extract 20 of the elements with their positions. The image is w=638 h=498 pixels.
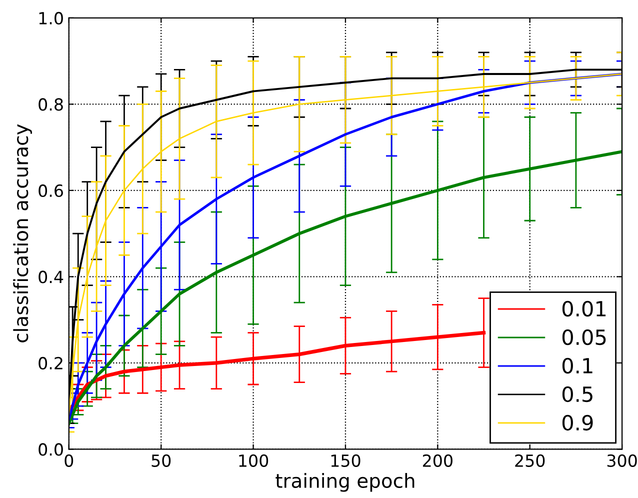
x-tick-label: 50 [152, 454, 171, 467]
y-tick-label: 0.6 [38, 184, 63, 198]
y-tick-label: 0.4 [38, 270, 64, 284]
y-tick-label: 1.0 [39, 12, 63, 24]
y-tick-label: 0.0 [38, 443, 63, 456]
x-tick-label: 200 [422, 454, 452, 467]
x-tick-label: 300 [607, 454, 637, 467]
x-tick-label: 150 [331, 454, 360, 467]
legend-label: 0.5 [562, 386, 592, 402]
legend-label: 0.05 [562, 329, 606, 346]
y-axis-title: classification accuracy [13, 124, 32, 342]
x-tick-label: 100 [239, 454, 268, 467]
x-tick-label: 0 [64, 454, 74, 467]
x-axis-title: training epoch [276, 472, 414, 492]
y-tick-label: 0.2 [38, 356, 62, 370]
legend-label: 0.1 [562, 358, 592, 374]
legend-label: 0.9 [562, 414, 593, 431]
y-tick-label: 0.8 [38, 98, 63, 111]
x-tick-label: 250 [515, 454, 545, 467]
legend-label: 0.01 [562, 300, 606, 317]
